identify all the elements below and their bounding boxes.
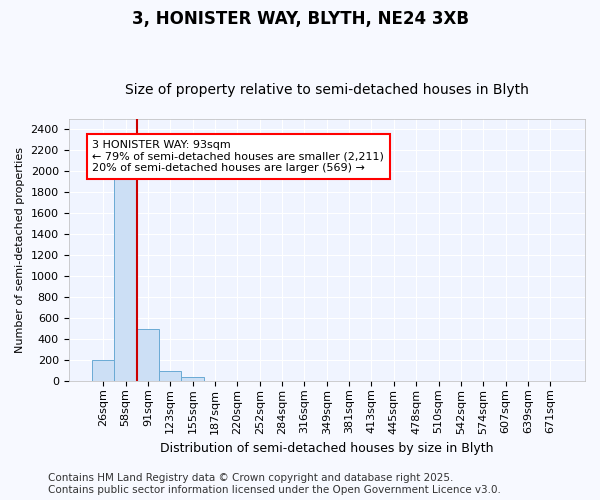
X-axis label: Distribution of semi-detached houses by size in Blyth: Distribution of semi-detached houses by … bbox=[160, 442, 494, 455]
Bar bbox=[115, 172, 137, 381]
Bar bbox=[137, 328, 159, 381]
Text: 3, HONISTER WAY, BLYTH, NE24 3XB: 3, HONISTER WAY, BLYTH, NE24 3XB bbox=[131, 10, 469, 28]
Bar bbox=[92, 360, 115, 381]
Y-axis label: Number of semi-detached properties: Number of semi-detached properties bbox=[15, 147, 25, 353]
Bar bbox=[181, 376, 204, 381]
Text: 3 HONISTER WAY: 93sqm
← 79% of semi-detached houses are smaller (2,211)
20% of s: 3 HONISTER WAY: 93sqm ← 79% of semi-deta… bbox=[92, 140, 384, 173]
Bar bbox=[159, 372, 181, 381]
Text: Contains HM Land Registry data © Crown copyright and database right 2025.
Contai: Contains HM Land Registry data © Crown c… bbox=[48, 474, 501, 495]
Title: Size of property relative to semi-detached houses in Blyth: Size of property relative to semi-detach… bbox=[125, 83, 529, 97]
